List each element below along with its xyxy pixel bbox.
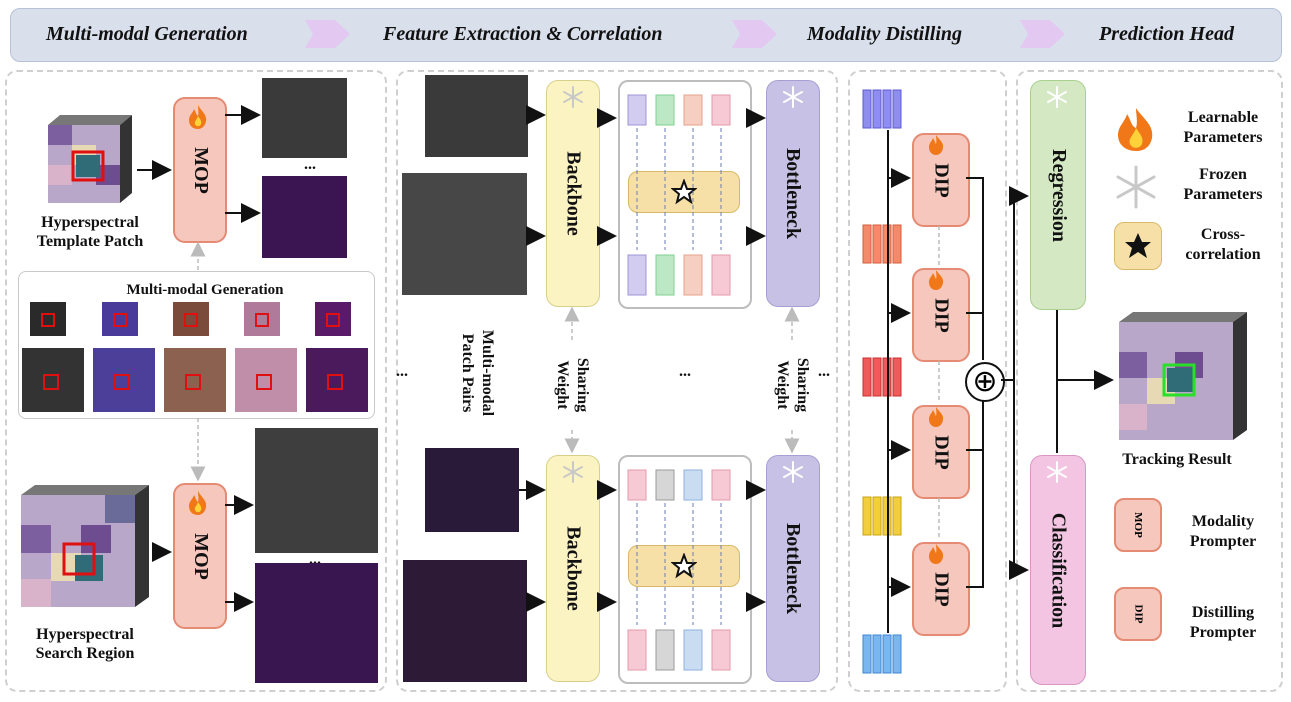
flame-icon xyxy=(929,544,944,564)
flame-icon xyxy=(929,407,944,427)
legend-dip-chip: DIP xyxy=(1114,587,1162,641)
stage-label-feature: Feature Extraction & Correlation xyxy=(383,23,663,45)
flame-icon xyxy=(929,270,944,290)
snowflake-icon xyxy=(1116,165,1156,209)
snowflake-icon xyxy=(1047,86,1067,108)
tracking-cube xyxy=(1119,312,1247,440)
panel-generation xyxy=(5,70,387,692)
gen-thumb xyxy=(102,302,138,336)
generated-gray-image-bottom xyxy=(255,428,378,553)
bottleneck-bottom: Bottleneck xyxy=(766,455,820,682)
panel-feature xyxy=(396,70,838,692)
template-label: Hyperspectral Template Patch xyxy=(36,214,144,250)
gen-thumb xyxy=(315,302,351,336)
pair-image xyxy=(403,560,527,682)
star-icon xyxy=(671,179,697,205)
flame-icon xyxy=(1118,108,1153,151)
ellipsis-top: ... xyxy=(304,156,316,173)
snowflake-icon xyxy=(1047,461,1067,483)
generated-gray-image-top xyxy=(262,78,347,158)
gen-image xyxy=(164,348,226,412)
generation-title: Multi-modal Generation xyxy=(126,282,284,298)
snowflake-icon xyxy=(783,86,803,108)
stage-label-head: Prediction Head xyxy=(1099,23,1234,45)
pair-image xyxy=(425,75,528,157)
stage-label-generation: Multi-modal Generation xyxy=(46,23,248,45)
gen-red-markers xyxy=(41,313,343,390)
gen-thumb xyxy=(30,302,66,336)
legend-learnable: Learnable Parameters xyxy=(1183,109,1263,146)
legend-cross: Cross- correlation xyxy=(1185,226,1261,263)
stage-banner: Multi-modal Generation Feature Extractio… xyxy=(10,8,1282,62)
legend-mop: Modality Prompter xyxy=(1189,513,1257,550)
gen-thumb xyxy=(173,302,209,336)
generated-purple-image-top xyxy=(262,176,347,258)
search-cube xyxy=(21,485,149,607)
snowflake-icon xyxy=(563,461,583,483)
gen-thumb xyxy=(244,302,280,336)
legend-dip: Distilling Prompter xyxy=(1189,604,1257,641)
chevron-icon xyxy=(305,20,350,48)
chevron-icon xyxy=(1020,20,1065,48)
backbone-bottom: Backbone xyxy=(546,455,600,682)
backbone-top: Backbone xyxy=(546,80,600,307)
dip-box-3: DIP xyxy=(912,405,970,499)
snowflake-icon xyxy=(563,86,583,108)
pair-image xyxy=(425,448,519,532)
tracking-result-label: Tracking Result xyxy=(1122,451,1232,468)
star-icon xyxy=(1125,233,1151,258)
gen-image xyxy=(93,348,155,412)
generated-purple-image-bottom xyxy=(255,563,378,683)
panel-head xyxy=(1016,70,1283,692)
star-icon xyxy=(671,553,697,579)
pair-image xyxy=(402,173,527,295)
gen-image xyxy=(22,348,84,412)
legend-cross-chip xyxy=(1114,222,1162,270)
feature-tokens-bottom xyxy=(627,469,731,671)
oplus-icon: ⊕ xyxy=(965,362,1005,402)
chevron-icon xyxy=(732,20,777,48)
feature-tokens-top xyxy=(627,94,731,296)
legend-frozen: Frozen Parameters xyxy=(1183,166,1263,203)
distill-features xyxy=(862,89,902,674)
classification-box: Classification xyxy=(1030,455,1086,685)
template-cube xyxy=(48,115,132,203)
gen-image xyxy=(306,348,368,412)
gen-image xyxy=(235,348,297,412)
flame-icon xyxy=(189,491,207,515)
right-ellipsis: ... xyxy=(818,363,830,380)
pair-ellipsis: ... xyxy=(396,363,408,380)
middle-ellipsis: ... xyxy=(679,363,691,380)
stage-label-distilling: Modality Distilling xyxy=(807,23,963,45)
regression-box: Regression xyxy=(1030,80,1086,310)
snowflake-icon xyxy=(783,461,803,483)
search-label: Hyperspectral Search Region xyxy=(35,626,135,662)
flame-icon xyxy=(929,135,944,155)
legend-mop-chip: MOP xyxy=(1114,498,1162,552)
flame-icon xyxy=(189,105,207,129)
banner-chevrons xyxy=(305,20,1065,48)
bottleneck-top: Bottleneck xyxy=(766,80,820,307)
